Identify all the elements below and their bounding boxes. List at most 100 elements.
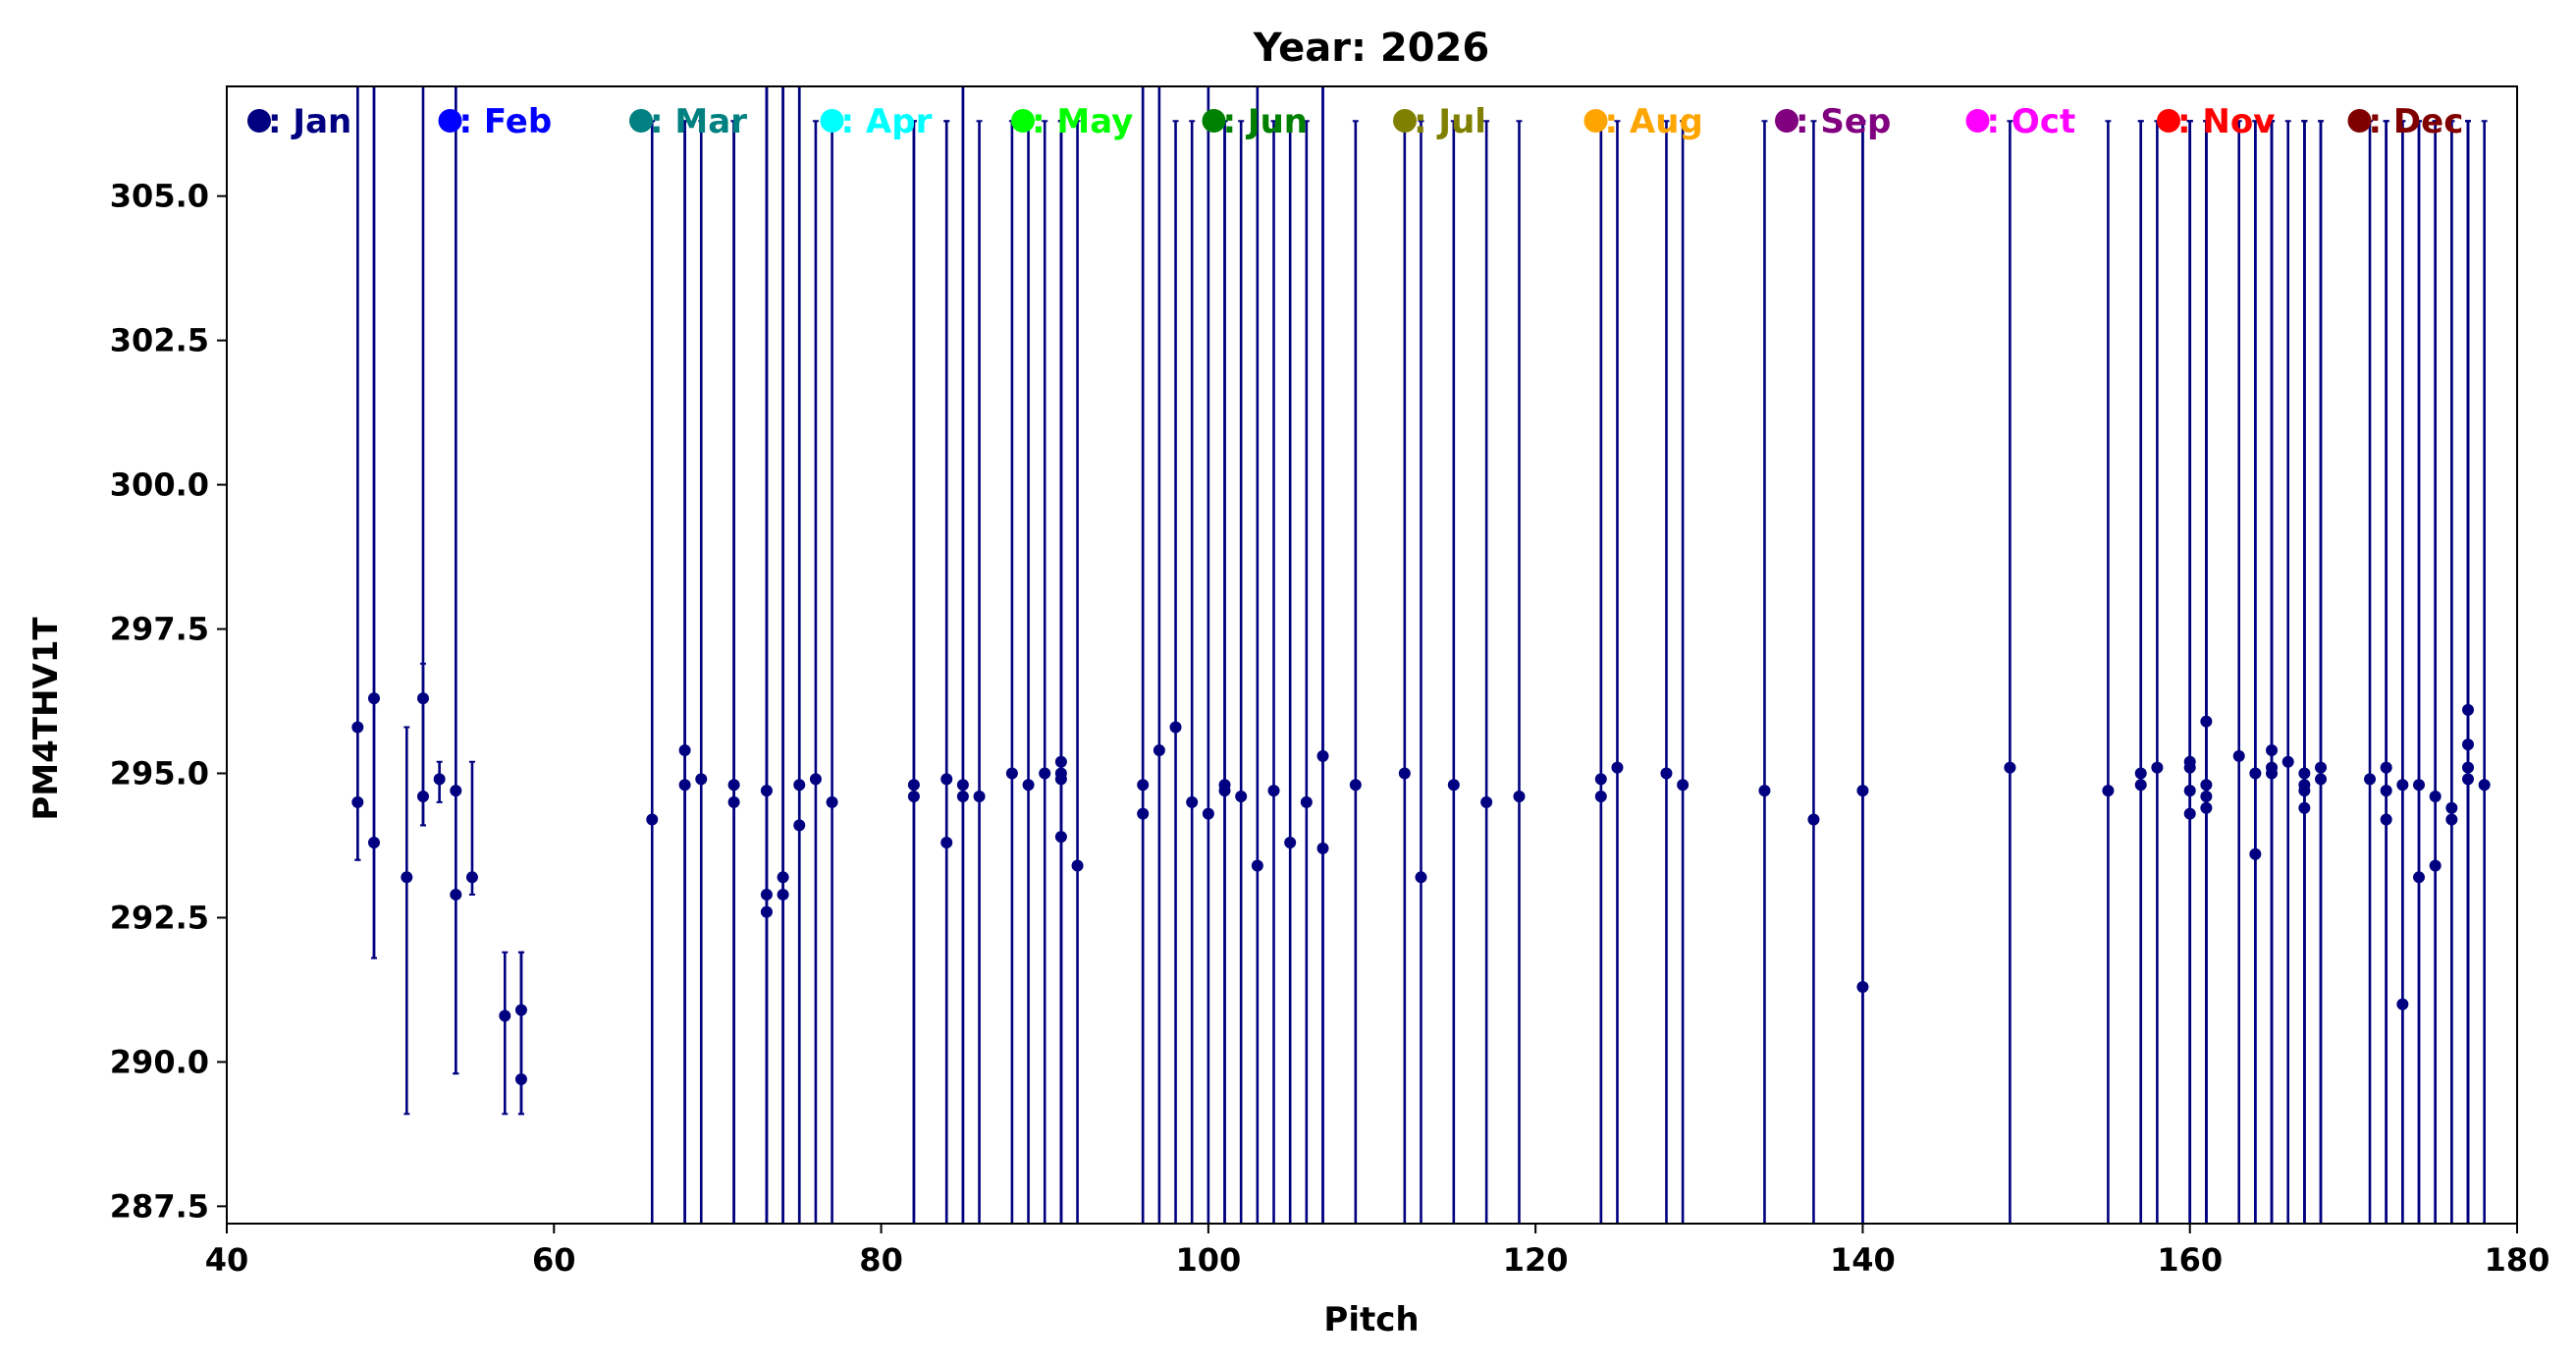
data-point [1300,795,1313,808]
data-point [2364,773,2377,786]
data-point [2315,761,2328,774]
data-point [1316,749,1329,762]
data-point [2298,767,2311,780]
data-point [760,785,773,797]
data-point [2183,761,2196,774]
data-point [2200,715,2213,728]
data-point [1251,859,1263,872]
data-point [793,779,806,792]
data-point [1202,807,1214,820]
data-point [2281,755,2294,768]
legend-label: : Jun [1223,102,1309,141]
data-point [1153,743,1165,756]
data-point [1677,779,1690,792]
data-point [1398,767,1411,780]
data-point [2413,779,2426,792]
data-point [2134,779,2147,792]
x-tick-label: 140 [1830,1241,1896,1279]
legend-marker [1775,109,1798,133]
data-point [727,779,740,792]
data-point [1447,779,1460,792]
data-point [1039,767,1051,780]
data-point [2315,773,2328,786]
x-tick-label: 160 [2157,1241,2223,1279]
data-point [1807,813,1820,826]
data-point [2429,791,2442,803]
legend-marker [2347,109,2372,133]
data-point [777,888,789,901]
data-point [2298,801,2311,814]
legend-label: : Aug [1605,102,1703,141]
data-point [401,871,413,884]
legend-label: : Jul [1414,102,1486,141]
legend: : Jan: Feb: Mar: Apr: May: Jun: Jul: Aug… [247,102,2463,141]
data-point [1186,795,1199,808]
y-tick-label: 290.0 [110,1043,209,1080]
data-point [826,795,838,808]
data-point [2004,761,2016,774]
y-tick-label: 302.5 [110,322,209,359]
data-point [2266,767,2279,780]
legend-marker [438,109,462,133]
data-point [351,721,364,734]
data-point [514,1004,527,1016]
data-point [416,692,429,705]
data-point [678,743,691,756]
data-point [1267,785,1280,797]
data-point [433,773,446,786]
data-point [956,779,969,792]
data-point [367,837,380,849]
data-point [450,888,462,901]
data-point [777,871,789,884]
data-points [351,692,2491,1086]
data-point [1513,791,1526,803]
data-point [2249,847,2262,860]
data-point [2134,767,2147,780]
data-point [1169,721,1182,734]
data-point [2151,761,2164,774]
data-point [2200,801,2213,814]
data-point [351,795,364,808]
data-point [2445,801,2458,814]
data-point [646,813,659,826]
data-point [1415,871,1427,884]
data-point [2462,703,2475,716]
data-point [2413,871,2426,884]
legend-marker [1393,109,1417,133]
data-point [465,871,478,884]
data-point [2380,761,2392,774]
y-axis-label: PM4THV1T [27,617,66,821]
data-point [940,773,953,786]
data-point [1218,785,1231,797]
data-point [1594,791,1607,803]
data-point [760,888,773,901]
data-point [907,791,920,803]
data-point [956,791,969,803]
data-point [499,1010,511,1022]
data-point [1005,767,1018,780]
legend-label: : Apr [841,102,933,141]
data-point [695,773,708,786]
y-tick-label: 305.0 [110,178,209,215]
data-point [1611,761,1624,774]
data-point [2298,785,2311,797]
data-point [2462,773,2475,786]
x-tick-label: 120 [1503,1241,1569,1279]
legend-marker [1011,109,1035,133]
data-point [1071,859,1084,872]
legend-marker [2157,109,2180,133]
data-point [2445,813,2458,826]
data-point [2396,779,2409,792]
data-point [2266,743,2279,756]
data-point [1349,779,1362,792]
data-point [2102,785,2115,797]
data-point [1054,755,1067,768]
legend-label: : May [1032,102,1133,141]
data-point [1856,785,1869,797]
data-point [1758,785,1771,797]
data-point [973,791,986,803]
data-point [1316,842,1329,854]
data-point [907,779,920,792]
